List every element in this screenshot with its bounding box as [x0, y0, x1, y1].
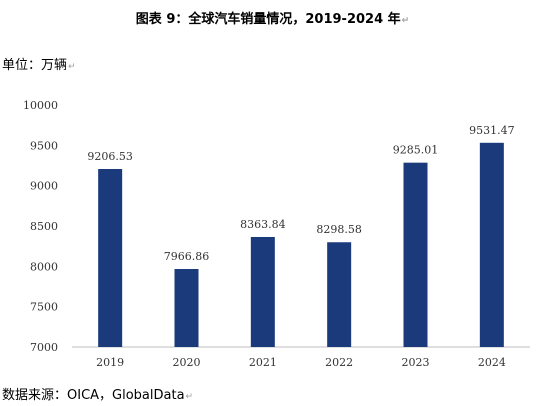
- bar-2022: [327, 242, 352, 347]
- data-label-2020: 7966.86: [164, 250, 210, 263]
- bar-2020: [174, 269, 199, 347]
- data-label-2024: 9531.47: [469, 124, 515, 137]
- y-tick-label: 8500: [30, 220, 58, 233]
- unit-label-text: 单位：万辆: [2, 58, 68, 73]
- x-tick-label-2022: 2022: [325, 356, 353, 369]
- paragraph-mark-icon: ↵: [401, 16, 410, 26]
- y-tick-label: 10000: [23, 99, 58, 112]
- y-tick-label: 7500: [30, 301, 58, 314]
- y-tick-label: 9500: [30, 139, 58, 152]
- x-tick-label-2021: 2021: [249, 356, 277, 369]
- unit-label: 单位：万辆↵: [2, 54, 76, 73]
- data-label-2023: 9285.01: [393, 144, 439, 157]
- x-tick-label-2023: 2023: [402, 356, 430, 369]
- x-tick-label-2020: 2020: [173, 356, 201, 369]
- bar-2023: [403, 162, 428, 347]
- paragraph-mark-icon: ↵: [68, 62, 76, 72]
- y-tick-label: 8000: [30, 260, 58, 273]
- y-tick-label: 9000: [30, 180, 58, 193]
- bar-2019: [98, 169, 123, 347]
- paragraph-mark-icon: ↵: [185, 392, 194, 402]
- data-label-2021: 8363.84: [240, 218, 286, 231]
- bar-2024: [479, 142, 504, 347]
- bar-2021: [250, 236, 275, 347]
- y-tick-label: 7000: [30, 341, 58, 354]
- source-note-text: 数据来源：OICA，GlobalData: [2, 388, 185, 403]
- chart-title: 图表 9：全球汽车销量情况，2019-2024 年↵: [0, 8, 545, 27]
- chart-title-text: 图表 9：全球汽车销量情况，2019-2024 年: [135, 12, 401, 27]
- source-note: 数据来源：OICA，GlobalData↵: [2, 384, 193, 403]
- x-tick-label-2019: 2019: [96, 356, 124, 369]
- data-label-2019: 9206.53: [87, 150, 133, 163]
- x-tick-label-2024: 2024: [478, 356, 506, 369]
- data-label-2022: 8298.58: [316, 223, 362, 236]
